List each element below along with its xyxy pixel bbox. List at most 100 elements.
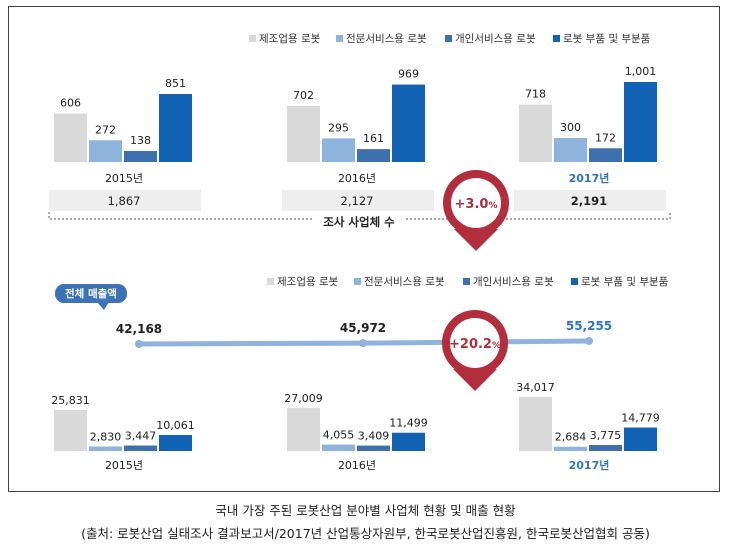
bar: [124, 445, 157, 451]
year-label: 2017년: [569, 458, 610, 472]
growth-badge-companies-value: +3.0: [455, 197, 489, 212]
bar-value-label: 606: [60, 97, 81, 110]
bar-value-label: 25,831: [51, 394, 90, 407]
bar-value-label: 161: [363, 132, 384, 145]
legend-label: 로봇 부품 및 부분품: [563, 33, 651, 45]
legend-label: 제조업용 로봇: [259, 32, 321, 45]
bar-value-label: 718: [525, 88, 546, 101]
line-value-label: 45,972: [340, 321, 386, 335]
total-revenue-callout-label: 전체 매출액: [65, 287, 117, 300]
growth-badge-revenue-value: +20.2: [449, 337, 492, 352]
bar-value-label: 3,409: [358, 430, 390, 443]
growth-badge-companies-unit: %: [488, 201, 497, 211]
bar: [589, 445, 622, 451]
legend-swatch: [249, 35, 256, 42]
bar: [322, 444, 355, 451]
line-value-label: 42,168: [116, 322, 162, 336]
bar: [322, 138, 355, 162]
total-box: [282, 190, 434, 211]
total-value: 2,191: [571, 194, 607, 208]
bar-value-label: 11,499: [389, 417, 428, 430]
bar-value-label: 969: [398, 68, 419, 81]
bar: [124, 150, 157, 162]
bar-value-label: 10,061: [156, 419, 195, 432]
year-label: 2016년: [338, 172, 376, 185]
bar-value-label: 3,447: [125, 430, 157, 443]
line-point: [135, 340, 143, 348]
bar: [554, 446, 587, 451]
legend-label: 개인서비스용 로봇: [455, 33, 536, 45]
figure-frame: 제조업용 로봇 전문서비스용 로봇 개인서비스용 로봇 로봇 부품 및 부분품 606 2…: [8, 6, 720, 492]
bar: [357, 149, 390, 162]
legend-label: 전문서비스용 로봇: [346, 33, 427, 45]
legend-swatch: [463, 278, 470, 285]
bar: [159, 93, 192, 162]
bar-value-label: 702: [293, 89, 314, 102]
bar: [519, 104, 552, 162]
bar-value-label: 2,830: [90, 431, 122, 444]
bracket-label-bg: [314, 214, 404, 228]
legend-label: 로봇 부품 및 부분품: [581, 276, 669, 288]
bar: [54, 113, 87, 162]
legend-label: 제조업용 로봇: [277, 275, 339, 288]
bar: [392, 84, 425, 162]
bar-value-label: 2,684: [555, 431, 587, 444]
growth-badge-companies-pointer: [454, 229, 498, 251]
legend-swatch: [445, 35, 452, 42]
legend-label: 전문서비스용 로봇: [364, 276, 445, 288]
legend-swatch: [553, 35, 560, 42]
bar: [589, 148, 622, 162]
bar-value-label: 14,779: [621, 412, 660, 425]
growth-badge-revenue-text: +20.2%: [449, 337, 501, 352]
legend-label: 개인서비스용 로봇: [473, 276, 554, 288]
figure-caption-title: 국내 가장 주된 로봇산업 분야별 사업체 현황 및 매출 현황: [215, 503, 516, 518]
bar-value-label: 34,017: [516, 381, 555, 394]
growth-badge-companies-text: +3.0%: [455, 197, 498, 212]
growth-badge-revenue-pointer: [453, 369, 497, 391]
bar-value-label: 172: [595, 131, 616, 144]
bar: [89, 446, 122, 451]
legend-swatch: [336, 35, 343, 42]
bar: [519, 397, 552, 451]
bar-value-label: 300: [560, 121, 581, 134]
bar: [287, 408, 320, 451]
bar: [392, 432, 425, 451]
bar-value-label: 272: [95, 123, 116, 136]
bar: [554, 138, 587, 162]
bar: [89, 140, 122, 162]
bar: [159, 435, 192, 451]
bar-value-label: 138: [130, 134, 151, 147]
growth-badge-revenue-face: [450, 318, 500, 368]
total-revenue-callout-pointer: [97, 302, 109, 310]
bar: [54, 409, 87, 451]
bar-value-label: 1,001: [625, 65, 657, 78]
legend-swatch: [267, 278, 274, 285]
bar-value-label: 3,775: [590, 429, 622, 442]
bar: [287, 105, 320, 162]
robot-industry-chart: 제조업용 로봇 전문서비스용 로봇 개인서비스용 로봇 로봇 부품 및 부분품6062…: [48, 32, 671, 472]
total-box: [49, 190, 201, 211]
year-label: 2015년: [105, 459, 143, 472]
total-box: [514, 190, 666, 211]
bar-value-label: 4,055: [323, 429, 355, 442]
legend-swatch: [354, 278, 361, 285]
year-label: 2017년: [569, 171, 610, 185]
bar-value-label: 851: [165, 77, 186, 90]
legend-swatch: [571, 278, 578, 285]
bar-value-label: 27,009: [284, 392, 323, 405]
year-label: 2016년: [338, 459, 376, 472]
bar: [357, 445, 390, 451]
total-revenue-callout: [55, 284, 127, 303]
line-point: [585, 337, 593, 345]
bar: [624, 82, 657, 162]
totals-caption: 조사 사업체 수: [323, 215, 395, 229]
total-value: 1,867: [108, 194, 141, 208]
line-value-label: 55,255: [566, 319, 612, 333]
line-point: [359, 339, 367, 348]
figure-caption-source: (출처: 로봇산업 실태조사 결과보고서/2017년 산업통상자원부, 한국로봇…: [81, 526, 650, 541]
bar: [624, 427, 657, 451]
year-label: 2015년: [105, 172, 143, 185]
growth-badge-companies-face: [451, 178, 501, 228]
growth-badge-revenue-unit: %: [492, 341, 501, 351]
total-value: 2,127: [341, 194, 374, 208]
